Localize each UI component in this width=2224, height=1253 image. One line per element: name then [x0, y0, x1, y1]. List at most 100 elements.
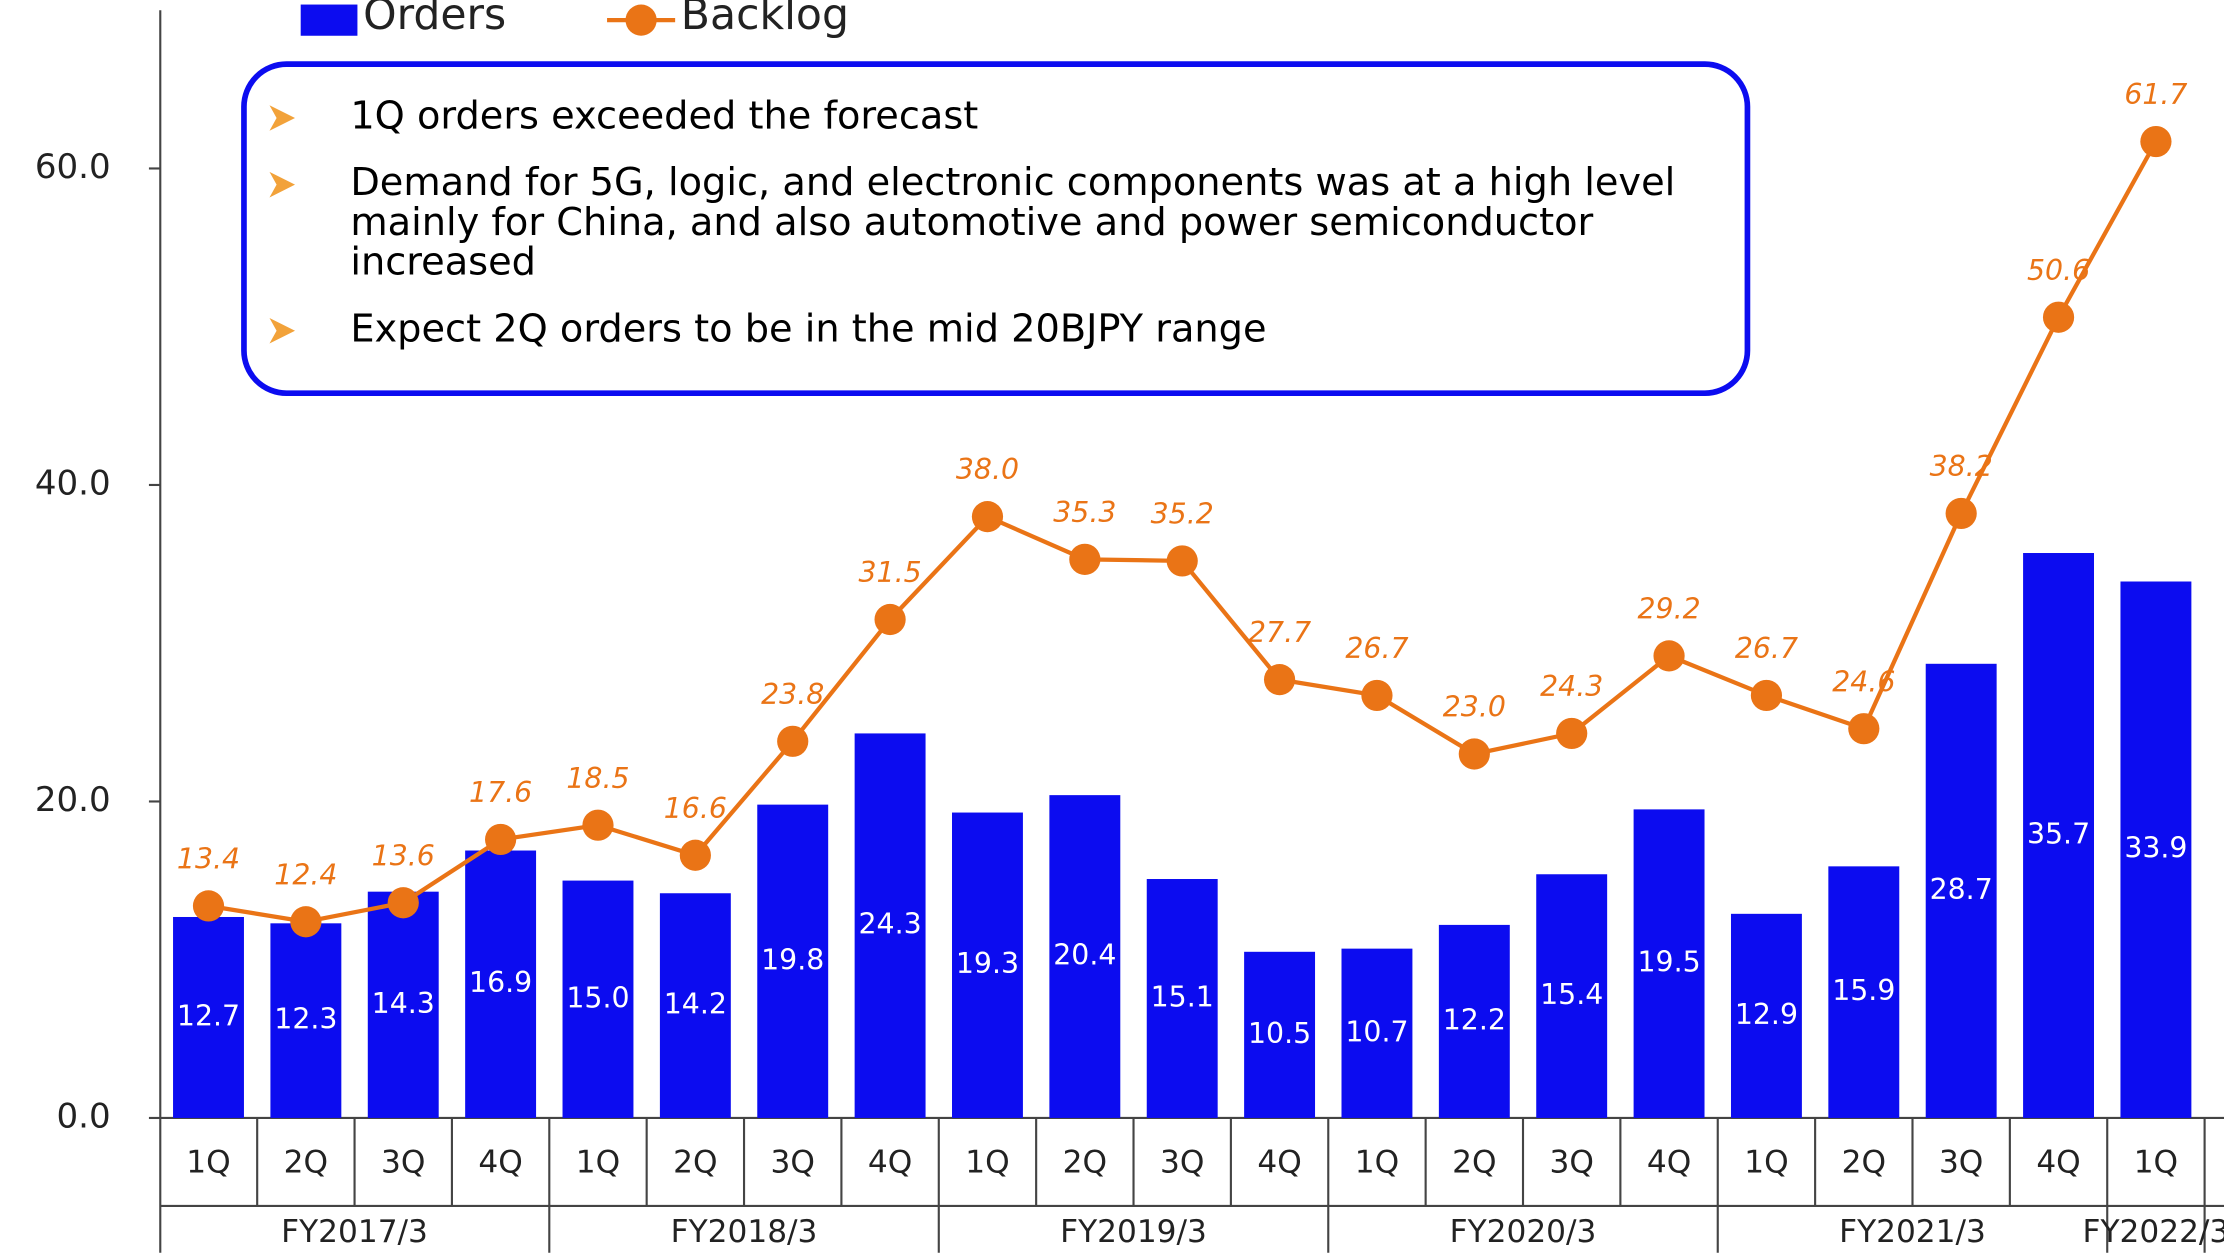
y-tick-label: 0.0	[57, 1096, 111, 1136]
point	[1556, 717, 1588, 750]
bar	[1049, 795, 1121, 1118]
group-label: FY2021/3	[1839, 1214, 1986, 1250]
point-label: 38.0	[956, 453, 1019, 486]
bar	[952, 812, 1023, 1118]
bar-label: 15.4	[1540, 978, 1603, 1011]
y-tick-label: 20.0	[35, 780, 111, 820]
bar	[1925, 663, 1997, 1118]
point-label: 18.5	[566, 762, 629, 795]
bar	[659, 893, 731, 1118]
bullet-arrow	[269, 105, 296, 131]
point	[2140, 125, 2172, 158]
point	[582, 809, 614, 841]
point-label: 26.7	[1345, 632, 1408, 665]
point-label: 31.5	[859, 556, 922, 589]
bar-label: 15.0	[566, 981, 629, 1014]
bar	[270, 923, 342, 1118]
point-label: 29.2	[1637, 592, 1700, 625]
x-tick-label: 1Q	[186, 1144, 230, 1180]
bar-label: 15.9	[1832, 974, 1895, 1007]
point	[679, 839, 711, 871]
point	[1750, 679, 1783, 712]
bar	[2120, 581, 2192, 1118]
bar-label: 15.1	[1151, 980, 1214, 1013]
point-label: 24.3	[1540, 670, 1603, 703]
bar-label: 12.2	[1443, 1003, 1506, 1036]
bar	[562, 880, 634, 1118]
x-tick-label: 2Q	[673, 1144, 717, 1180]
point	[1069, 543, 1101, 575]
point	[874, 603, 906, 636]
point-label: 13.4	[177, 843, 240, 876]
point-label: 38.2	[1930, 450, 1993, 483]
bar	[2023, 553, 2095, 1118]
group-label: FY2020/3	[1450, 1214, 1597, 1250]
y-tick-label: 40.0	[35, 463, 111, 503]
x-tick-label: 3Q	[1549, 1144, 1593, 1180]
point	[1653, 640, 1685, 672]
annotation-text: 1Q orders exceeded the forecast	[350, 94, 978, 139]
point-label: 16.6	[664, 792, 727, 825]
bullet-arrow	[269, 318, 296, 344]
bar	[367, 891, 439, 1118]
point	[2042, 301, 2075, 333]
bar-label: 19.5	[1637, 946, 1700, 979]
bar	[1146, 879, 1218, 1118]
x-tick-label: 2Q	[1452, 1144, 1496, 1180]
point-label: 26.7	[1735, 632, 1798, 665]
annotation-text: Expect 2Q orders to be in the mid 20BJPY…	[350, 306, 1266, 351]
point	[1458, 738, 1490, 770]
bar-label: 12.3	[274, 1003, 337, 1036]
annotation-box	[241, 61, 1751, 397]
y-tick-label: 60.0	[35, 147, 111, 187]
bar-label: 10.5	[1248, 1017, 1311, 1050]
point	[290, 906, 322, 938]
bar-label: 12.7	[177, 999, 240, 1032]
group-label: FY2017/3	[281, 1214, 428, 1250]
bar	[757, 804, 829, 1118]
x-tick-label: 1Q	[965, 1144, 1009, 1180]
x-tick-label: 2Q	[1063, 1144, 1107, 1180]
point	[1848, 713, 1880, 745]
annotation-text: increased	[350, 240, 536, 285]
group-label: FY2022/3	[2083, 1214, 2224, 1250]
bar	[1341, 948, 1413, 1118]
point-label: 23.0	[1443, 691, 1506, 724]
point	[485, 823, 517, 856]
bar-label: 35.7	[2027, 817, 2090, 850]
point-label: 24.6	[1832, 665, 1895, 698]
x-tick-label: 1Q	[1744, 1144, 1788, 1180]
annotation-text: mainly for China, and also automotive an…	[350, 200, 1593, 245]
point	[387, 887, 419, 919]
point	[1263, 664, 1296, 696]
x-tick-label: 4Q	[478, 1144, 522, 1180]
bar	[1438, 924, 1510, 1118]
x-tick-label: 4Q	[1647, 1144, 1691, 1180]
point-label: 17.6	[469, 776, 532, 809]
legend-label: Orders	[363, 0, 506, 40]
point	[192, 890, 225, 922]
legend-swatch	[625, 4, 657, 36]
x-tick-label: 1Q	[576, 1144, 620, 1180]
bar-label: 28.7	[1930, 873, 1993, 906]
group-label: FY2018/3	[671, 1214, 818, 1250]
bullet-arrow	[269, 171, 296, 198]
bar-label: 10.7	[1345, 1015, 1408, 1048]
x-tick-label: 1Q	[1355, 1144, 1399, 1180]
bar-label: 14.2	[664, 988, 727, 1021]
x-tick-label: 2Q	[284, 1144, 328, 1180]
point	[971, 501, 1004, 533]
point-label: 12.4	[274, 858, 337, 891]
point	[1166, 545, 1198, 577]
bar	[1828, 866, 1900, 1118]
point	[1945, 497, 1977, 530]
x-tick-label: 3Q	[1160, 1144, 1204, 1180]
x-tick-label: 4Q	[868, 1144, 912, 1180]
point-label: 61.7	[2124, 78, 2187, 111]
point-label: 23.8	[761, 678, 824, 711]
annotation-text: Demand for 5G, logic, and electronic com…	[350, 160, 1675, 205]
x-tick-label: 4Q	[1257, 1144, 1301, 1180]
point-label: 13.6	[372, 839, 435, 872]
